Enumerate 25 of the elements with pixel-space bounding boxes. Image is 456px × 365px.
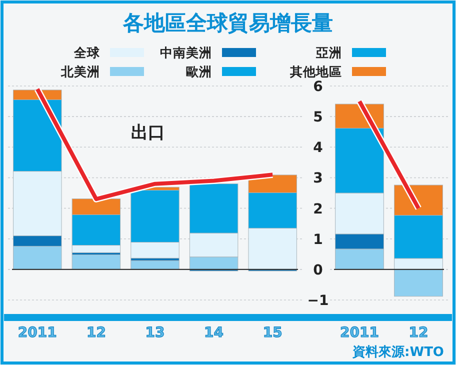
legend-label: 亞洲 [315, 45, 342, 60]
legend-label: 全球 [73, 45, 101, 60]
x-tick-label: 2011 [340, 325, 379, 341]
chart-title: 各地區全球貿易增長量 [122, 11, 333, 35]
x-tick-label: 13 [145, 325, 165, 341]
x-tick-label: 12 [408, 325, 428, 341]
y-tick-label: 5 [313, 110, 323, 126]
y-tick-label: 0 [313, 262, 324, 278]
legend-label: 中南美洲 [160, 45, 212, 60]
y-tick-label: 6 [313, 79, 323, 95]
x-tick-label: 15 [262, 325, 282, 341]
x-tick-label: 12 [86, 325, 106, 341]
legend-label: 歐洲 [186, 64, 212, 79]
bar [72, 254, 121, 270]
y-tick-label: 2 [313, 201, 323, 218]
x-tick-label: 2011 [18, 325, 57, 341]
legend-label: 北美洲 [60, 64, 100, 79]
source-note: 資料來源:WTO [352, 345, 444, 360]
y-tick-label: 4 [313, 140, 324, 156]
y-tick-label: 3 [313, 170, 323, 187]
x-tick-label: 14 [204, 325, 224, 341]
annotation: 出口 [131, 123, 165, 143]
y-tick-label: −1 [307, 293, 329, 309]
legend-label: 其他地區 [289, 64, 342, 79]
y-tick-label: 1 [313, 232, 323, 248]
